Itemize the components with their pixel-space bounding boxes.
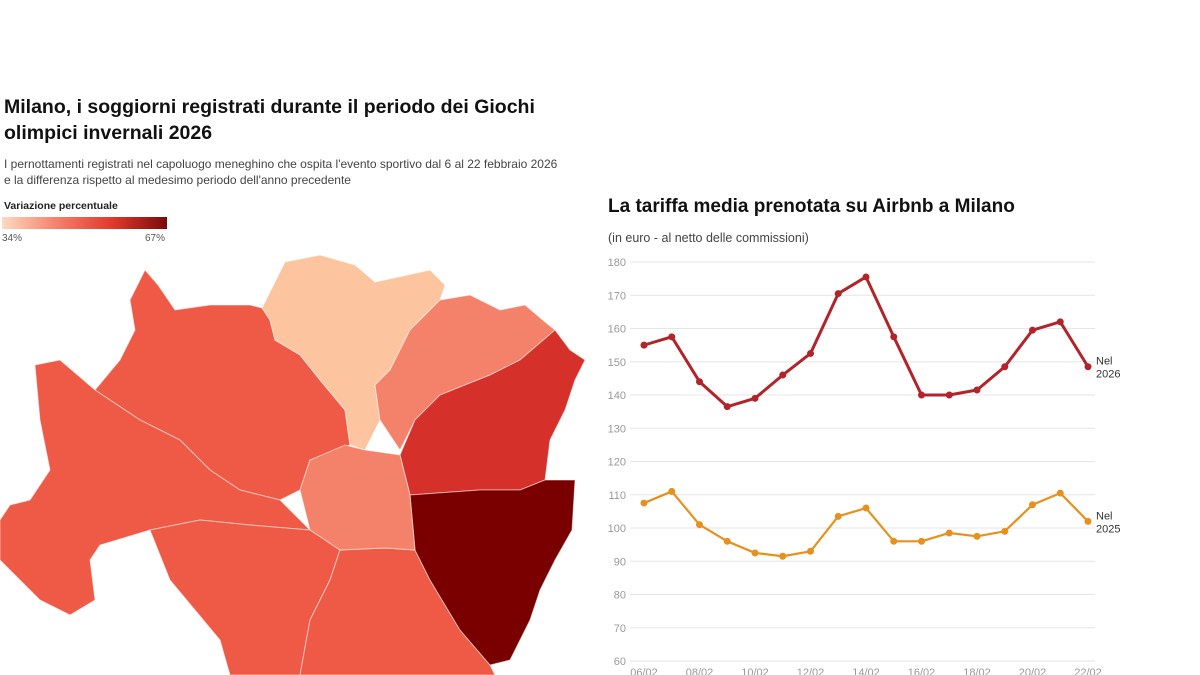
data-point <box>640 499 648 507</box>
x-tick-label: 12/02 <box>797 667 825 675</box>
y-tick-label: 100 <box>608 523 626 535</box>
data-point <box>723 403 731 411</box>
data-point <box>696 521 703 529</box>
series-label-line1: Nel <box>1096 356 1113 368</box>
legend-max-label: 67% <box>145 233 166 244</box>
data-point <box>973 386 981 394</box>
data-point <box>862 273 870 281</box>
y-tick-label: 90 <box>614 556 626 568</box>
data-point <box>1056 489 1064 497</box>
series-label-line2: 2025 <box>1096 523 1120 535</box>
district-municipio-4[interactable] <box>409 479 576 666</box>
x-tick-label: 06/02 <box>630 667 658 675</box>
series-line-nel-2025 <box>643 490 1089 558</box>
data-point <box>640 341 648 349</box>
y-tick-label: 140 <box>608 390 626 402</box>
x-tick-label: 14/02 <box>852 667 880 675</box>
x-tick-label: 20/02 <box>1019 667 1047 675</box>
data-point <box>834 512 842 520</box>
x-tick-label: 18/02 <box>963 667 991 675</box>
data-point <box>1001 527 1009 535</box>
data-point <box>890 333 898 341</box>
legend-color-scale <box>2 217 167 229</box>
y-tick-label: 120 <box>608 457 626 469</box>
legend-min-label: 34% <box>2 233 23 244</box>
data-point <box>862 504 870 512</box>
district-municipio-7[interactable] <box>0 359 312 616</box>
x-tick-label: 16/02 <box>908 667 936 675</box>
y-tick-label: 150 <box>608 357 626 369</box>
data-point <box>807 547 814 555</box>
legend-title: Variazione percentuale <box>4 200 118 212</box>
series-label-line1: Nel <box>1096 510 1113 522</box>
data-point <box>1029 326 1036 334</box>
data-point <box>668 487 676 495</box>
data-point <box>668 333 676 341</box>
y-tick-label: 60 <box>614 656 626 668</box>
data-point <box>1084 363 1092 371</box>
airbnb-rate-line-chart: 60 70 80 90 100 110 120 130 140 150 160 170 180 06/02… <box>608 257 1121 675</box>
chart-subtitle: (in euro - al netto delle commissioni) <box>608 231 809 245</box>
x-tick-label: 08/02 <box>686 667 714 675</box>
y-tick-label: 130 <box>608 423 626 435</box>
data-point <box>696 378 703 386</box>
y-tick-label: 70 <box>614 623 626 635</box>
y-tick-label: 80 <box>614 590 626 602</box>
data-point <box>918 537 925 545</box>
series-line-nel-2026 <box>643 275 1090 409</box>
data-point <box>807 349 814 357</box>
data-point <box>1001 363 1009 371</box>
data-point <box>751 549 759 557</box>
data-point <box>834 290 842 298</box>
data-point <box>1056 318 1064 326</box>
series-label-line2: 2026 <box>1096 369 1120 381</box>
map-subtitle: I pernottamenti registrati nel capoluogo… <box>4 157 558 187</box>
x-tick-label: 10/02 <box>741 667 769 675</box>
data-point <box>779 371 787 379</box>
milan-choropleth-map <box>0 254 586 675</box>
chart-title: La tariffa media prenotata su Airbnb a M… <box>608 196 1015 217</box>
data-point <box>1029 501 1036 509</box>
data-point <box>945 529 953 537</box>
data-point <box>973 532 981 540</box>
data-point <box>890 537 898 545</box>
data-point <box>751 394 759 402</box>
map-title: Milano, i soggiorni registrati durante i… <box>4 96 535 144</box>
district-municipio-1[interactable] <box>299 444 416 551</box>
data-point <box>945 391 953 399</box>
data-point <box>1084 517 1092 525</box>
y-tick-label: 110 <box>608 490 626 502</box>
y-tick-label: 170 <box>608 290 626 302</box>
y-tick-label: 180 <box>608 257 626 269</box>
data-point <box>918 391 925 399</box>
x-tick-label: 22/02 <box>1074 667 1102 675</box>
y-tick-label: 160 <box>608 324 626 336</box>
data-point <box>723 537 731 545</box>
data-point <box>779 552 787 560</box>
